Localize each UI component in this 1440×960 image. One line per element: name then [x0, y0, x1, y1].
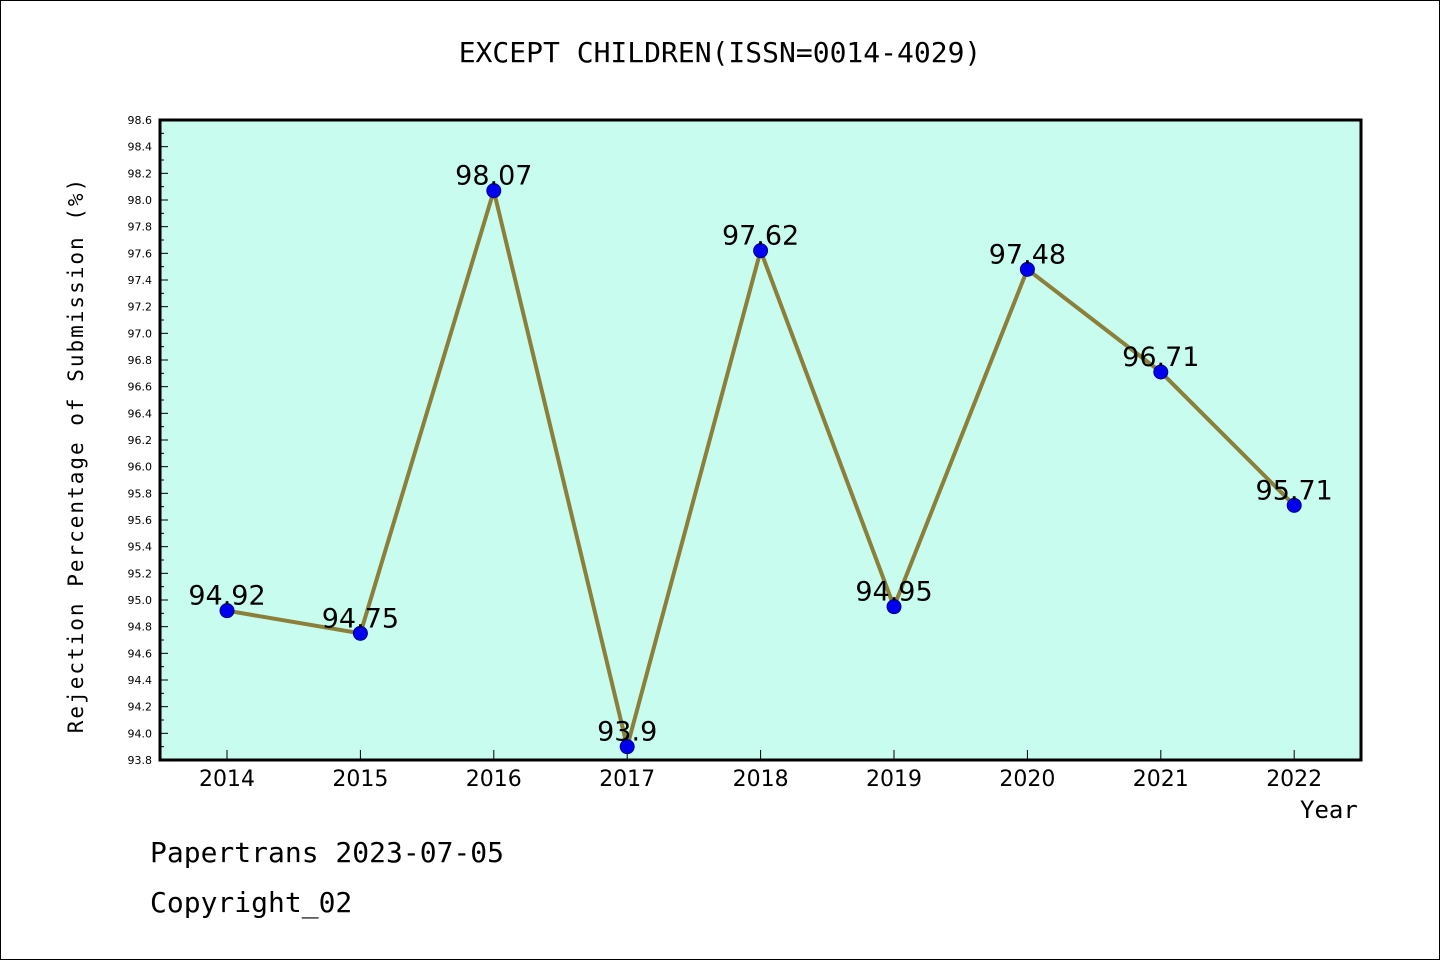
- y-tick-label: 96.8: [128, 354, 153, 367]
- data-label: 93.9: [597, 717, 657, 748]
- x-tick-label: 2017: [599, 767, 655, 792]
- y-tick-label: 97.8: [128, 221, 153, 234]
- data-label: 94.75: [322, 603, 399, 634]
- data-point: [219, 603, 235, 619]
- y-tick-label: 98.4: [128, 141, 153, 154]
- y-tick-label: 96.2: [128, 434, 153, 447]
- data-point: [886, 599, 902, 615]
- y-tick-label: 97.0: [128, 327, 153, 340]
- x-tick-label: 2015: [332, 767, 388, 792]
- y-tick-label: 93.8: [128, 754, 153, 767]
- x-tick-label: 2022: [1266, 767, 1322, 792]
- data-point: [619, 739, 635, 755]
- y-tick-label: 97.6: [128, 247, 153, 260]
- y-tick-label: 95.4: [128, 541, 153, 554]
- y-tick-label: 95.6: [128, 514, 153, 527]
- data-label: 94.95: [855, 577, 932, 608]
- x-tick-label: 2019: [866, 767, 922, 792]
- data-point: [352, 625, 368, 641]
- y-axis-label: Rejection Percentage of Submission (%): [64, 176, 88, 734]
- data-label: 97.48: [989, 239, 1066, 270]
- data-point: [486, 183, 502, 199]
- data-label: 96.71: [1122, 342, 1199, 373]
- y-tick-label: 95.0: [128, 594, 153, 607]
- x-tick-label: 2016: [466, 767, 522, 792]
- data-label: 98.07: [455, 161, 532, 192]
- data-point: [1153, 364, 1169, 380]
- plot-border: [158, 118, 1363, 762]
- x-tick-label: 2014: [199, 767, 255, 792]
- chart-title: EXCEPT CHILDREN(ISSN=0014-4029): [458, 36, 982, 69]
- y-tick-label: 94.2: [128, 701, 153, 714]
- y-tick-label: 95.2: [128, 567, 153, 580]
- data-point: [753, 243, 769, 259]
- y-tick-label: 94.4: [128, 674, 153, 687]
- data-label: 97.62: [722, 221, 799, 252]
- footer-date: Papertrans 2023-07-05: [150, 836, 505, 869]
- y-tick-label: 94.0: [128, 727, 153, 740]
- x-tick-label: 2021: [1133, 767, 1189, 792]
- data-point: [1019, 261, 1035, 277]
- y-tick-label: 94.8: [128, 621, 153, 634]
- y-tick-label: 95.8: [128, 487, 153, 500]
- y-tick-label: 97.4: [128, 274, 153, 287]
- y-tick-label: 94.6: [128, 647, 153, 660]
- y-tick-label: 98.0: [128, 194, 153, 207]
- x-tick-label: 2018: [733, 767, 789, 792]
- y-tick-label: 97.2: [128, 301, 153, 314]
- data-label: 95.71: [1256, 475, 1333, 506]
- y-tick-label: 96.4: [128, 407, 153, 420]
- y-tick-label: 98.6: [128, 114, 153, 127]
- data-point: [1286, 497, 1302, 513]
- data-label: 94.92: [188, 581, 265, 612]
- y-tick-label: 96.6: [128, 381, 153, 394]
- y-tick-label: 96.0: [128, 461, 153, 474]
- footer-copyright: Copyright_02: [150, 886, 353, 919]
- x-axis-label: Year: [1300, 796, 1358, 824]
- plot-area: [160, 120, 1361, 760]
- x-tick-label: 2020: [999, 767, 1055, 792]
- y-tick-label: 98.2: [128, 167, 153, 180]
